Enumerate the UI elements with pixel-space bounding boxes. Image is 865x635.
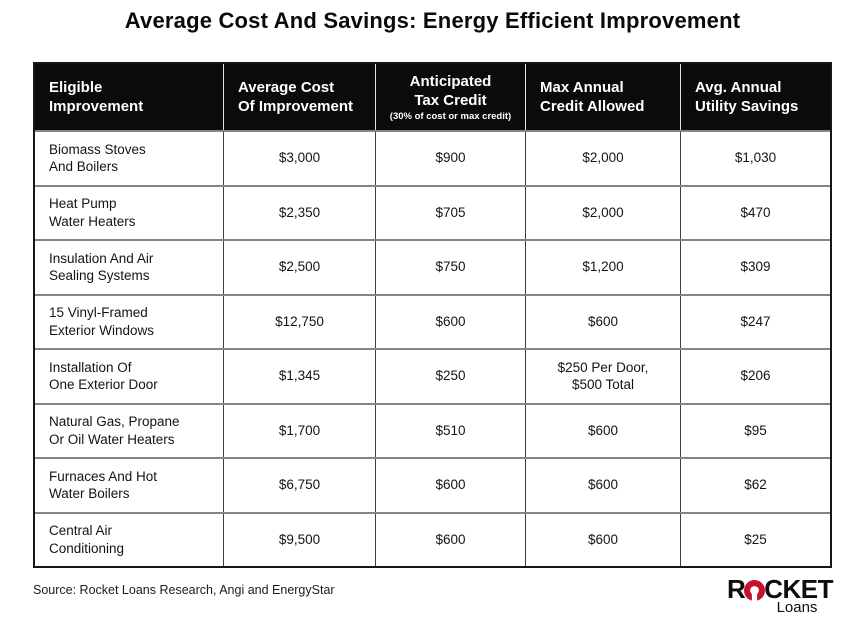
column-header-label: Max Annual Credit Allowed: [540, 78, 645, 115]
cell-utility-savings: $62: [680, 459, 830, 512]
cell-average-cost: $6,750: [223, 459, 375, 512]
cell-tax-credit: $900: [375, 132, 525, 185]
rocket-loans-subtext: Loans: [776, 599, 818, 616]
column-header-label: Avg. Annual Utility Savings: [695, 78, 799, 115]
column-header-anticipated-tax-credit: Anticipated Tax Credit (30% of cost or m…: [375, 64, 525, 130]
table-row: Biomass Stoves And Boilers $3,000 $900 $…: [35, 130, 830, 185]
table-row: Installation Of One Exterior Door $1,345…: [35, 348, 830, 403]
cell-tax-credit: $250: [375, 350, 525, 403]
cell-utility-savings: $95: [680, 404, 830, 457]
column-header-label: Average Cost Of Improvement: [238, 78, 354, 115]
cell-improvement: Installation Of One Exterior Door: [49, 359, 158, 393]
table-row: Insulation And Air Sealing Systems $2,50…: [35, 239, 830, 294]
rocket-wordmark-suffix: CKET: [764, 574, 834, 604]
cell-max-credit: $600: [525, 459, 680, 512]
rocket-o-icon: [744, 579, 766, 601]
cell-average-cost: $12,750: [223, 295, 375, 348]
cell-utility-savings: $470: [680, 186, 830, 239]
column-header-max-annual-credit: Max Annual Credit Allowed: [525, 64, 680, 130]
cell-max-credit: $1,200: [525, 241, 680, 294]
cell-max-credit: $250 Per Door, $500 Total: [525, 350, 680, 403]
cell-utility-savings: $247: [680, 295, 830, 348]
cell-utility-savings: $206: [680, 350, 830, 403]
column-header-subtext: (30% of cost or max credit): [389, 110, 512, 122]
table-row: Natural Gas, Propane Or Oil Water Heater…: [35, 402, 830, 457]
cell-average-cost: $3,000: [223, 132, 375, 185]
cell-improvement: Biomass Stoves And Boilers: [49, 141, 146, 175]
cell-improvement: Insulation And Air Sealing Systems: [49, 250, 154, 284]
cell-tax-credit: $600: [375, 513, 525, 566]
table-row: Furnaces And Hot Water Boilers $6,750 $6…: [35, 457, 830, 512]
cell-improvement: 15 Vinyl-Framed Exterior Windows: [49, 305, 155, 338]
column-header-label: Anticipated Tax Credit: [409, 72, 492, 109]
table-row: Central Air Conditioning $9,500 $600 $60…: [35, 511, 830, 566]
cell-average-cost: $9,500: [223, 513, 375, 566]
cell-max-credit: $2,000: [525, 132, 680, 185]
table-header-row: Eligible Improvement Average Cost Of Imp…: [35, 64, 830, 130]
cell-utility-savings: $309: [680, 241, 830, 294]
cell-improvement: Furnaces And Hot Water Boilers: [49, 468, 158, 502]
cell-tax-credit: $600: [375, 459, 525, 512]
column-header-eligible-improvement: Eligible Improvement: [35, 64, 223, 130]
column-header-average-cost: Average Cost Of Improvement: [223, 64, 375, 130]
rocket-loans-logo: R CKET Loans: [724, 576, 836, 617]
column-header-label: Eligible Improvement: [49, 78, 144, 115]
cell-utility-savings: $25: [680, 513, 830, 566]
cell-tax-credit: $510: [375, 404, 525, 457]
cell-utility-savings: $1,030: [680, 132, 830, 185]
table-row: Heat Pump Water Heaters $2,350 $705 $2,0…: [35, 184, 830, 239]
page-title: Average Cost And Savings: Energy Efficie…: [124, 8, 741, 33]
cell-average-cost: $2,350: [223, 186, 375, 239]
cell-improvement: Heat Pump Water Heaters: [49, 196, 136, 229]
cell-max-credit: $600: [525, 513, 680, 566]
cell-average-cost: $2,500: [223, 241, 375, 294]
cell-average-cost: $1,345: [223, 350, 375, 403]
cell-max-credit: $600: [525, 295, 680, 348]
cell-max-credit: $2,000: [525, 186, 680, 239]
rocket-wordmark-prefix: R: [726, 574, 746, 604]
source-note: Source: Rocket Loans Research, Angi and …: [33, 583, 335, 597]
cell-tax-credit: $600: [375, 295, 525, 348]
cell-average-cost: $1,700: [223, 404, 375, 457]
column-header-avg-annual-utility-savings: Avg. Annual Utility Savings: [680, 64, 830, 130]
cell-max-credit: $600: [525, 404, 680, 457]
cell-tax-credit: $705: [375, 186, 525, 239]
rocket-wordmark: R CKET: [724, 576, 836, 602]
cell-tax-credit: $750: [375, 241, 525, 294]
table-row: 15 Vinyl-Framed Exterior Windows $12,750…: [35, 293, 830, 348]
cost-savings-table: Eligible Improvement Average Cost Of Imp…: [33, 62, 832, 568]
cell-improvement: Natural Gas, Propane Or Oil Water Heater…: [49, 414, 180, 447]
cell-improvement: Central Air Conditioning: [49, 523, 125, 556]
